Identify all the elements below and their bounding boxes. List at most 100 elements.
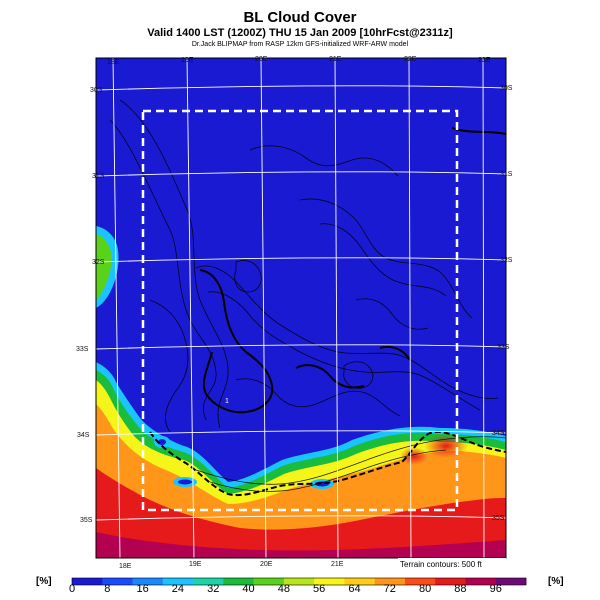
colorbar-swatch [102,578,133,585]
map-frame [95,57,507,559]
terrain-contour [343,361,374,389]
terrain-contour [209,449,447,492]
colorbar-tick-label: 96 [490,583,502,595]
forecast-domain-box [141,109,459,512]
latitude-line [95,430,507,436]
lon-label-top: 19E [181,57,194,64]
colorbar-swatch [223,578,254,585]
colorbar-tick-label: 40 [242,583,254,595]
colorbar-tick-label: 64 [348,583,360,595]
latitude-line [95,85,507,91]
lat-label-left: 32S [92,259,105,266]
colorbar-swatch [314,578,345,585]
lat-label-right: 32S [500,257,513,264]
colorbar-swatch [253,578,285,585]
colorbar-swatch [435,578,466,585]
colorbar-tick-label: 80 [419,583,431,595]
latitude-line [95,515,507,521]
terrain-contour [207,291,481,411]
terrain-contour [355,298,429,330]
terrain-contour [149,299,189,433]
hot-spot-mid [400,447,428,465]
model-credit: Dr.Jack BLIPMAP from RASP 12km GFS-initi… [191,41,409,48]
colorbar-swatch [344,578,375,585]
colorbar: 0 8 16 24 32 40 48 56 64 72 80 88 96 [69,577,527,595]
lat-label-right: 35S [492,515,505,522]
colorbar-tick-label: 32 [207,583,219,595]
cloud-patch-south-core [158,439,166,445]
latitude-line [95,257,507,263]
lat-label-right: 30S [500,85,513,92]
lat-label-right: 33S [497,344,510,351]
terrain-contour [234,260,262,293]
cover-band-maroon [96,532,506,558]
longitude-line [334,57,339,559]
terrain-note-box [398,558,506,569]
terrain-contours-note: Terrain contours: 500 ft [400,560,483,569]
colorbar-swatch [283,578,315,585]
colorbar-tick-label: 8 [104,583,110,595]
colorbar-tick-label: 16 [136,583,148,595]
cloud-patch-left-core [178,479,192,485]
lon-label-top: 22E [404,56,417,63]
colorbar-tick-label: 48 [278,583,290,595]
colorbar-tick-label: 56 [313,583,325,595]
lon-label-top: 21E [329,56,342,63]
lat-label-left: 34S [77,432,90,439]
latitude-line [95,171,507,177]
colorbar-tick-label: 88 [454,583,466,595]
contour-label: 1 [225,398,229,405]
colorbar-unit-right: [%] [548,576,564,587]
colorbar-swatch [374,578,406,585]
colorbar-swatch [495,578,527,585]
lat-label-left: 33S [76,346,89,353]
lon-label-bottom: 20E [260,561,273,568]
colorbar-swatch [465,578,497,585]
lat-label-right: 34S [492,430,505,437]
longitude-line [408,57,412,559]
latitude-line [95,344,507,350]
west-cloud-patch-core [96,234,112,300]
major-contour [199,269,274,414]
colorbar-swatch [162,578,194,585]
map-title: BL Cloud Cover [243,9,357,26]
lon-label-top: 20E [255,56,268,63]
lat-label-left: 35S [80,517,93,524]
graticule [95,57,507,559]
valid-time-subtitle: Valid 1400 LST (1200Z) THU 15 Jan 2009 [… [147,27,453,39]
map-field [96,58,506,558]
cover-band-red [96,468,506,558]
lon-label-bottom: 19E [189,561,202,568]
colorbar-unit-left: [%] [36,576,52,587]
terrain-contour [195,436,506,485]
lon-label-top: 23E [478,57,491,64]
lat-label-right: 31S [500,171,513,178]
colorbar-frame [71,577,527,586]
longitude-line [186,57,195,559]
colorbar-swatch [132,578,164,585]
colorbar-tick-label: 72 [384,583,396,595]
lon-label-top: 18E [107,59,120,66]
terrain-contour [109,119,217,421]
longitude-line [112,57,121,559]
terrain-contours [109,99,506,492]
terrain-contour [119,99,229,429]
major-contour [379,345,411,361]
colorbar-tick-label: 24 [172,583,184,595]
longitude-line [482,57,485,559]
terrain-contour [319,223,447,297]
major-contour [295,364,365,389]
colorbar-swatch [404,578,436,585]
terrain-contour [195,265,499,399]
lon-label-bottom: 21E [331,561,344,568]
lon-label-bottom: 18E [119,563,132,570]
terrain-contour [249,145,399,177]
terrain-contour [235,378,401,417]
lat-label-left: 30S [90,87,103,94]
lat-label-left: 31S [92,173,105,180]
colorbar-tick-label: 0 [69,583,75,595]
longitude-line [260,57,267,559]
colorbar-swatch [72,578,103,585]
colorbar-swatch [193,578,224,585]
